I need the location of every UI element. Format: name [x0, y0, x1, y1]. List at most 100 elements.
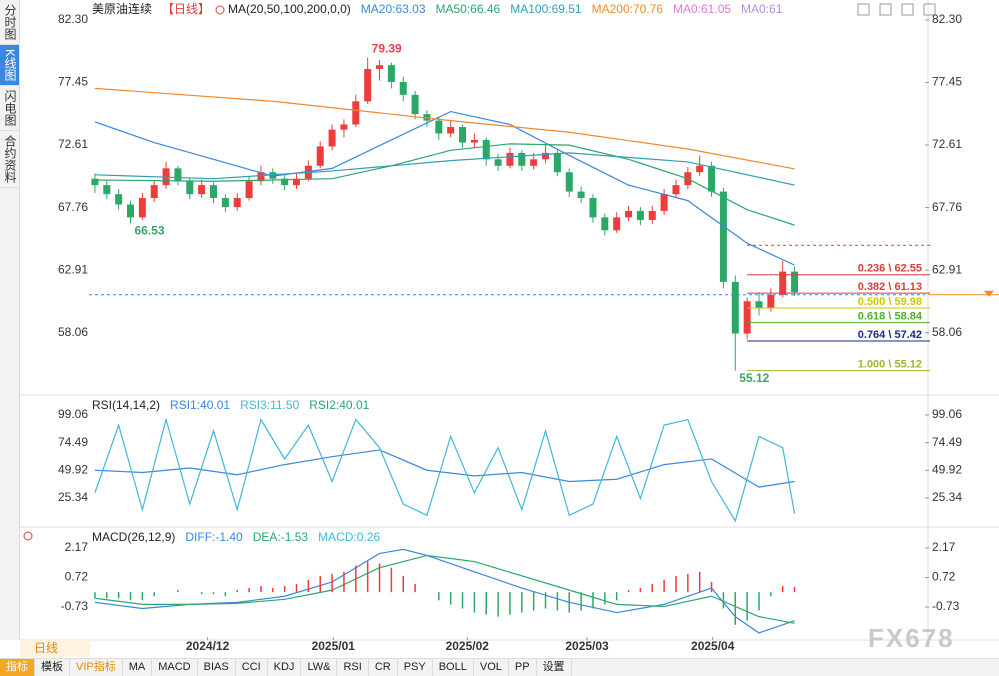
candle-body — [530, 159, 538, 166]
side-tab[interactable]: 闪电图 — [0, 86, 19, 132]
candle-body — [482, 139, 490, 160]
candle-body — [601, 217, 609, 231]
side-tab[interactable]: 分时图 — [0, 0, 19, 45]
legend-entry: RSI3:11.50 — [240, 398, 299, 412]
candle-body — [791, 271, 799, 293]
candle-body — [648, 210, 656, 220]
period-button[interactable]: 日线 — [20, 640, 90, 657]
legend-entry: MA50:66.46 — [436, 2, 501, 16]
candle-body — [210, 185, 218, 199]
indicator-tab[interactable]: CCI — [236, 659, 268, 676]
candle-body — [542, 152, 550, 160]
candle-body — [755, 301, 763, 308]
indicator-tab[interactable]: PSY — [398, 659, 433, 676]
candle-body — [257, 172, 265, 182]
annotation: 55.12 — [739, 371, 769, 385]
candle-body — [613, 217, 621, 231]
candle-body — [150, 185, 158, 199]
fib-label: 0.500 \ 59.98 — [858, 296, 922, 308]
y-tick-label: 49.92 — [932, 462, 962, 476]
y-tick-label: 72.61 — [932, 137, 962, 151]
candle-body — [115, 194, 123, 205]
candle-body — [186, 181, 194, 195]
annotation: 66.53 — [135, 224, 165, 238]
fib-label: 0.618 \ 58.84 — [858, 311, 923, 323]
indicator-tab[interactable]: MACD — [152, 659, 198, 676]
annotation: 79.39 — [372, 42, 402, 56]
candle-body — [198, 185, 206, 195]
y-tick-label: 25.34 — [932, 490, 962, 504]
legend-entry: DIFF:-1.40 — [185, 530, 243, 544]
y-tick-label: 82.30 — [58, 12, 88, 26]
candle-body — [399, 81, 407, 95]
background — [20, 0, 999, 658]
indicator-tab[interactable]: KDJ — [268, 659, 302, 676]
indicator-tab[interactable]: LW& — [301, 659, 338, 676]
legend-entry: MA200:70.76 — [592, 2, 664, 16]
legend-period: 【日线】 — [162, 2, 210, 16]
candle-body — [708, 165, 716, 192]
candle-body — [672, 185, 680, 195]
legend-entry: RSI1:40.01 — [170, 398, 230, 412]
candle-body — [577, 191, 585, 199]
y-tick-label: 82.30 — [932, 12, 962, 26]
y-tick-label: 74.49 — [58, 435, 88, 449]
settings-icon[interactable] — [23, 531, 33, 541]
y-tick-label: 74.49 — [932, 435, 962, 449]
indicator-tab[interactable]: BOLL — [433, 659, 474, 676]
series-line — [94, 554, 795, 624]
y-tick-label: 99.06 — [58, 407, 88, 421]
candle-body — [174, 168, 182, 182]
x-tick-label: 2025/02 — [446, 639, 490, 653]
fib-label: 0.382 \ 61.13 — [858, 281, 922, 293]
legend-title: MACD(26,12,9) — [92, 530, 175, 544]
candle-body — [743, 301, 751, 334]
y-tick-label: 62.91 — [932, 262, 962, 276]
y-tick-label: 58.06 — [932, 325, 962, 339]
candle-body — [459, 127, 467, 143]
candle-body — [103, 185, 111, 195]
candle-body — [779, 271, 787, 295]
indicator-tab[interactable]: VIP指标 — [70, 659, 123, 676]
candle-body — [376, 65, 384, 70]
indicator-tab[interactable]: 设置 — [537, 659, 572, 676]
legend-title: 美原油连续 — [92, 1, 152, 16]
legend-entry: DEA:-1.53 — [253, 530, 309, 544]
legend-entry: MA0:61 — [741, 2, 783, 16]
y-tick-label: -0.73 — [932, 599, 960, 613]
indicator-tab[interactable]: CR — [369, 659, 398, 676]
legend-title: RSI(14,14,2) — [92, 398, 160, 412]
indicator-tab[interactable]: BIAS — [198, 659, 236, 676]
indicator-tab[interactable]: 指标 — [0, 659, 35, 676]
indicator-tab[interactable]: PP — [509, 659, 537, 676]
legend-indicator: MA(20,50,100,200,0,0) — [228, 2, 351, 16]
candle-body — [719, 191, 727, 282]
indicator-tab[interactable]: 模板 — [35, 659, 70, 676]
indicator-tab[interactable]: MA — [123, 659, 153, 676]
candle-body — [696, 165, 704, 173]
x-tick-label: 2024/12 — [186, 639, 230, 653]
candle-body — [494, 159, 502, 166]
candle-body — [221, 198, 229, 208]
candle-body — [435, 120, 443, 134]
fib-label: 0.236 \ 62.55 — [858, 263, 922, 275]
y-tick-label: 77.45 — [932, 75, 962, 89]
side-tab[interactable]: 合约资料 — [0, 131, 19, 189]
fib-label: 0.764 \ 57.42 — [858, 329, 922, 341]
y-tick-label: 25.34 — [58, 490, 88, 504]
candle-body — [293, 178, 301, 186]
candle-body — [625, 210, 633, 218]
side-tab[interactable]: K线图 — [0, 45, 19, 87]
indicator-tab[interactable]: VOL — [474, 659, 509, 676]
y-tick-label: 77.45 — [58, 75, 88, 89]
sidebar: 分时图 K线图 闪电图 合约资料 — [0, 0, 20, 640]
series-line — [94, 152, 795, 186]
candle-body — [589, 198, 597, 218]
legend-entry: MACD:0.26 — [318, 530, 380, 544]
toolbar-icons[interactable] — [857, 3, 936, 16]
y-tick-label: 0.72 — [65, 570, 89, 584]
candle-body — [352, 101, 360, 125]
indicator-tab[interactable]: RSI — [337, 659, 369, 676]
legend-entry: MA20:63.03 — [361, 2, 426, 16]
